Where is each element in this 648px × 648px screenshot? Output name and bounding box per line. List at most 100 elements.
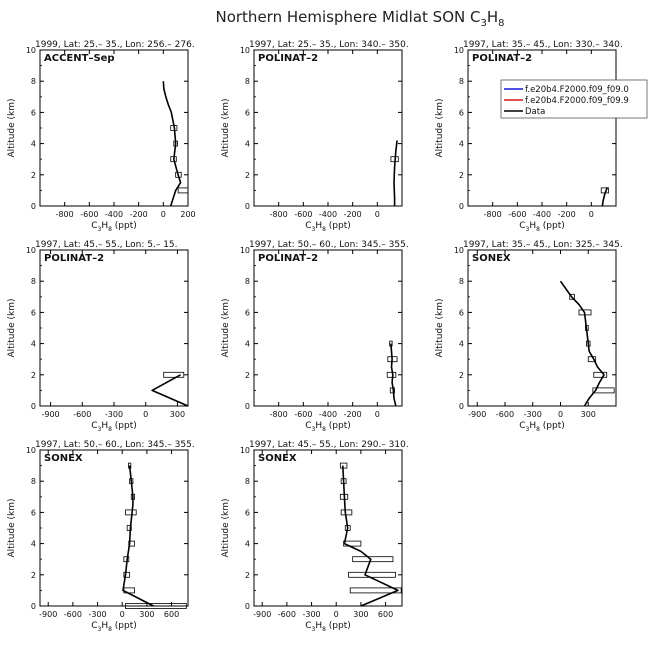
x-tick-label: 0 [558, 410, 563, 419]
y-tick-label: 2 [459, 371, 464, 380]
panel-header: 1997, Lat: 50.– 60., Lon: 345.– 355. [35, 440, 195, 450]
panel-header: 1997, Lat: 45.– 55., Lon: 5.– 15. [35, 240, 178, 250]
panel-header: 1997, Lat: 45.– 55., Lon: 290.– 310. [249, 440, 409, 450]
y-tick-label: 8 [31, 277, 36, 286]
campaign-label: ACCENT–Sep [44, 53, 115, 64]
plot-frame [467, 249, 617, 407]
chart-panel-4: 1997, Lat: 45.– 55., Lon: 5.– 15. 0 2 4 6 8 10… [7, 240, 189, 433]
y-axis-label: Altitude (km) [7, 498, 17, 557]
legend: f.e20b4.F2000.f09_f09.0f.e20b4.F2000.f09… [500, 79, 648, 119]
x-tick-label: 200 [180, 210, 195, 219]
x-tick-label: -800 [270, 410, 288, 419]
x-tick-label: -200 [558, 210, 576, 219]
y-tick-label: 10 [240, 246, 250, 255]
y-tick-label: 4 [459, 140, 464, 149]
panel-header: 1997, Lat: 35.– 45., Lon: 325.– 345. [463, 240, 623, 250]
y-tick-label: 6 [459, 308, 464, 317]
y-tick-label: 8 [245, 77, 250, 86]
x-tick-label: 300 [170, 410, 185, 419]
chart-panel-1: 1999, Lat: 25.– 35., Lon: 256.– 276. 0 2 4 6… [7, 40, 196, 233]
y-axis-label: Altitude (km) [435, 98, 445, 157]
x-tick-label: -600 [73, 410, 91, 419]
y-tick-label: 4 [245, 540, 250, 549]
x-tick-label: -400 [533, 210, 551, 219]
y-tick-label: 2 [31, 371, 36, 380]
x-tick-label: 300 [139, 610, 154, 619]
y-axis-label: Altitude (km) [221, 498, 231, 557]
data-line [390, 343, 397, 407]
campaign-label: SONEX [258, 453, 297, 464]
x-tick-label: -200 [344, 410, 362, 419]
x-tick-label: 0 [161, 210, 166, 219]
y-tick-label: 8 [31, 477, 36, 486]
range-box [349, 587, 402, 594]
y-tick-label: 2 [31, 171, 36, 180]
data-line [601, 187, 609, 207]
campaign-label: POLINAT–2 [472, 53, 532, 64]
data-line [162, 81, 182, 207]
y-tick-label: 6 [31, 108, 36, 117]
y-tick-label: 0 [31, 402, 36, 411]
panels: 1999, Lat: 25.– 35., Lon: 256.– 276. 0 2 4 6… [7, 40, 648, 633]
y-tick-label: 10 [454, 46, 464, 55]
x-axis-label: C3H8 (ppt) [519, 421, 565, 433]
y-axis-label: Altitude (km) [221, 298, 231, 357]
x-tick-label: -900 [41, 410, 59, 419]
x-tick-label: 0 [143, 410, 148, 419]
data-line [559, 280, 605, 407]
panel-header: 1999, Lat: 25.– 35., Lon: 256.– 276. [35, 40, 195, 50]
range-box [125, 509, 137, 516]
range-box [348, 571, 396, 578]
campaign-label: POLINAT–2 [258, 253, 318, 264]
y-tick-label: 10 [26, 46, 36, 55]
campaign-label: SONEX [472, 253, 511, 264]
x-tick-label: -900 [468, 410, 486, 419]
plot-frame [253, 49, 403, 207]
plot-frame [39, 49, 189, 207]
x-tick-label: 600 [378, 610, 393, 619]
x-axis-label: C3H8 (ppt) [305, 621, 351, 633]
y-tick-label: 8 [459, 77, 464, 86]
y-tick-label: 6 [31, 508, 36, 517]
campaign-label: SONEX [44, 453, 83, 464]
y-tick-label: 6 [31, 308, 36, 317]
y-tick-label: 4 [245, 340, 250, 349]
x-tick-label: -200 [344, 210, 362, 219]
y-axis-label: Altitude (km) [7, 298, 17, 357]
x-tick-label: 0 [375, 410, 380, 419]
y-tick-label: 10 [454, 246, 464, 255]
y-axis-label: Altitude (km) [221, 98, 231, 157]
x-tick-label: -600 [80, 210, 98, 219]
legend-label: Data [525, 107, 545, 117]
y-tick-label: 0 [245, 602, 250, 611]
x-tick-label: -800 [270, 210, 288, 219]
range-box [386, 371, 397, 378]
range-box [593, 371, 608, 378]
y-tick-label: 10 [26, 446, 36, 455]
panel-header: 1997, Lat: 25.– 35., Lon: 340.– 350. [249, 40, 409, 50]
x-axis-label: C3H8 (ppt) [91, 221, 137, 233]
y-tick-label: 4 [245, 140, 250, 149]
figure-title: Northern Hemisphere Midlat SON C3H8 [215, 8, 504, 29]
x-axis-label: C3H8 (ppt) [519, 221, 565, 233]
range-box [125, 603, 187, 609]
panel-header: 1997, Lat: 35.– 45., Lon: 330.– 340. [463, 40, 623, 50]
x-tick-label: -900 [39, 610, 57, 619]
data-line [122, 465, 154, 607]
chart-panel-6: 1997, Lat: 35.– 45., Lon: 325.– 345. 0 2 4 6… [435, 240, 623, 433]
x-tick-label: -300 [88, 610, 106, 619]
y-tick-label: 2 [245, 371, 250, 380]
y-tick-label: 10 [26, 246, 36, 255]
x-tick-label: 0 [334, 610, 339, 619]
x-axis-label: C3H8 (ppt) [305, 421, 351, 433]
y-tick-label: 8 [459, 277, 464, 286]
y-tick-label: 0 [31, 202, 36, 211]
x-tick-label: -600 [508, 210, 526, 219]
data-line [393, 140, 398, 206]
x-tick-label: 0 [589, 210, 594, 219]
y-tick-label: 10 [240, 46, 250, 55]
chart-panel-3: 1997, Lat: 35.– 45., Lon: 330.– 340. 0 2 4 6… [435, 40, 648, 233]
y-tick-label: 6 [459, 108, 464, 117]
x-tick-label: -800 [484, 210, 502, 219]
x-tick-label: -300 [105, 410, 123, 419]
